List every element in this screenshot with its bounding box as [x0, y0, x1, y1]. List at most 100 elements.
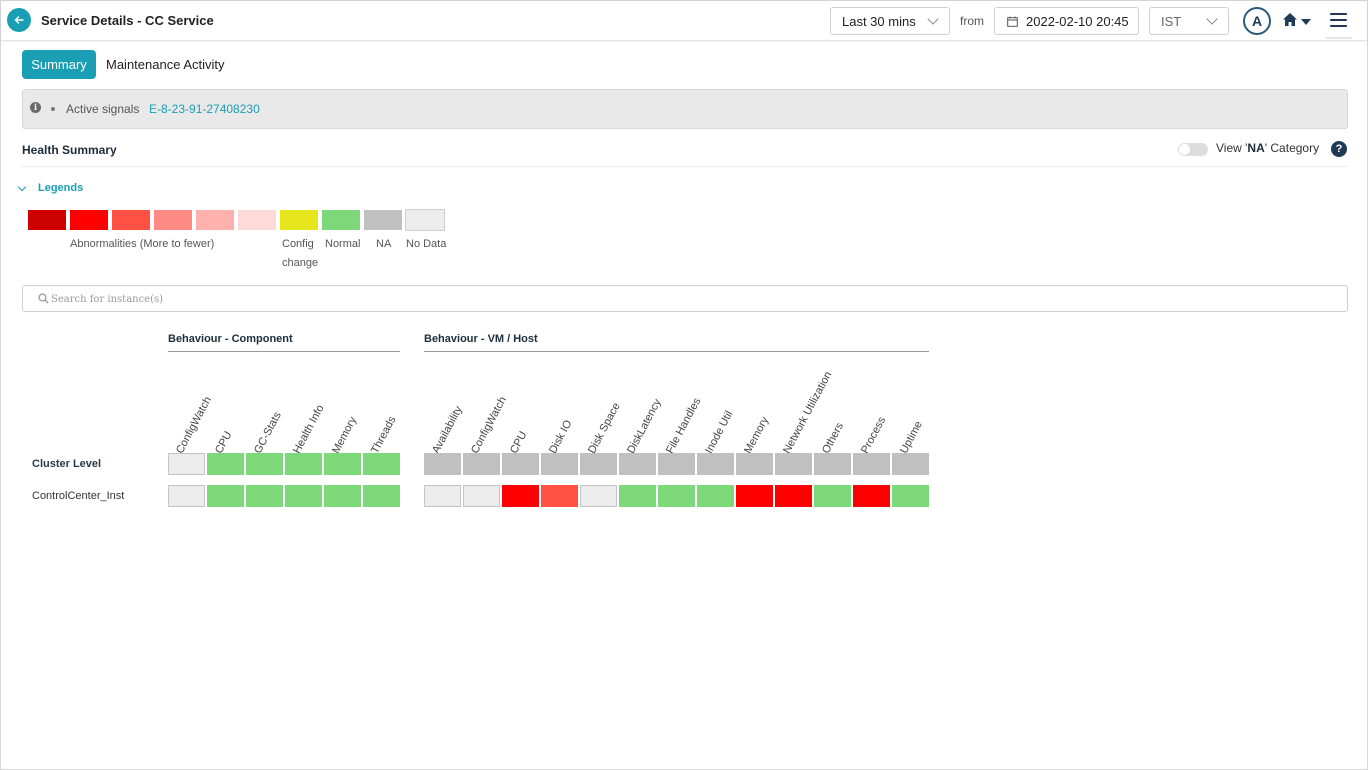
- time-range-select[interactable]: Last 30 mins: [830, 7, 950, 35]
- view-na-label: View 'NA' Category: [1216, 141, 1320, 155]
- health-cell-configwatch[interactable]: [463, 453, 500, 475]
- column-label-disk-space: Disk Space: [586, 400, 623, 456]
- column-label-gc-stats: GC-Stats: [252, 410, 284, 456]
- from-date-picker[interactable]: 2022-02-10 20:45: [994, 7, 1139, 35]
- health-cell-uptime[interactable]: [892, 453, 929, 475]
- health-cell-configwatch[interactable]: [463, 485, 500, 507]
- caret-down-icon[interactable]: [1301, 19, 1311, 25]
- row-label-cluster-level: Cluster Level: [32, 458, 102, 470]
- health-cell-configwatch[interactable]: [168, 453, 205, 475]
- health-cell-process[interactable]: [853, 485, 890, 507]
- health-cell-file-handles[interactable]: [658, 485, 695, 507]
- health-cell-availability[interactable]: [424, 485, 461, 507]
- legend-swatch: [279, 209, 319, 231]
- health-cell-threads[interactable]: [363, 453, 400, 475]
- health-cell-disk-space[interactable]: [580, 485, 617, 507]
- legend-swatch: [111, 209, 151, 231]
- hamburger-menu-icon[interactable]: [1330, 13, 1347, 27]
- column-label-inode-util: Inode Util: [703, 408, 736, 456]
- health-cell-gc-stats[interactable]: [246, 453, 283, 475]
- health-cell-cpu[interactable]: [502, 453, 539, 475]
- group-title-behaviour-component: Behaviour - Component: [168, 333, 293, 345]
- calendar-icon: [1007, 16, 1018, 27]
- legend-swatch: [69, 209, 109, 231]
- group-title-behaviour-vm-host: Behaviour - VM / Host: [424, 333, 538, 345]
- tab-maintenance-activity[interactable]: Maintenance Activity: [106, 57, 225, 72]
- health-cell-memory[interactable]: [736, 453, 773, 475]
- active-signals-label: Active signals: [66, 102, 140, 116]
- health-cell-threads[interactable]: [363, 485, 400, 507]
- column-label-health-info: Health Info: [291, 403, 327, 456]
- help-icon[interactable]: ?: [1331, 141, 1347, 157]
- health-cell-cpu[interactable]: [502, 485, 539, 507]
- timezone-select[interactable]: IST: [1149, 7, 1229, 35]
- health-cell-health-info[interactable]: [285, 485, 322, 507]
- legend-abnormalities-label: Abnormalities (More to fewer): [70, 238, 215, 250]
- health-cell-inode-util[interactable]: [697, 485, 734, 507]
- column-label-cpu: CPU: [213, 429, 235, 456]
- legend-na-label: NA: [376, 238, 392, 250]
- health-cell-disk-io[interactable]: [541, 453, 578, 475]
- arrow-left-icon: [14, 16, 24, 24]
- from-label: from: [960, 14, 984, 28]
- column-label-availability: Availability: [430, 404, 465, 456]
- health-cell-disklatency[interactable]: [619, 453, 656, 475]
- bullet-icon: [51, 107, 55, 111]
- column-label-others: Others: [820, 420, 847, 456]
- health-cell-others[interactable]: [814, 485, 851, 507]
- health-cell-disk-io[interactable]: [541, 485, 578, 507]
- from-date-value: 2022-02-10 20:45: [1026, 14, 1129, 29]
- health-cell-disklatency[interactable]: [619, 485, 656, 507]
- health-cell-memory[interactable]: [324, 453, 361, 475]
- legend-config-change-label: Config change: [282, 238, 319, 269]
- view-na-toggle[interactable]: [1178, 143, 1208, 156]
- column-label-disk-io: Disk IO: [547, 418, 575, 456]
- legends-toggle[interactable]: Legends: [38, 182, 84, 194]
- group-divider: [424, 351, 929, 352]
- user-avatar[interactable]: A: [1243, 7, 1271, 35]
- row-label-instance[interactable]: ControlCenter_Inst: [32, 490, 125, 502]
- timezone-value: IST: [1161, 14, 1182, 29]
- column-label-uptime: Uptime: [898, 419, 925, 456]
- legend-swatch: [321, 209, 361, 231]
- legend-swatch: [237, 209, 277, 231]
- signal-link[interactable]: E-8-23-91-27408230: [149, 102, 260, 116]
- column-label-cpu: CPU: [508, 429, 530, 456]
- health-cell-health-info[interactable]: [285, 453, 322, 475]
- health-cell-file-handles[interactable]: [658, 453, 695, 475]
- health-cell-memory[interactable]: [324, 485, 361, 507]
- health-cell-uptime[interactable]: [892, 485, 929, 507]
- legend-swatch: [153, 209, 193, 231]
- health-cell-others[interactable]: [814, 453, 851, 475]
- health-cell-process[interactable]: [853, 453, 890, 475]
- health-cell-cpu[interactable]: [207, 453, 244, 475]
- active-signals-banner: i Active signals E-8-23-91-27408230: [22, 89, 1348, 129]
- health-cell-memory[interactable]: [736, 485, 773, 507]
- chevron-down-icon: [1206, 13, 1218, 25]
- health-cell-network-utilization[interactable]: [775, 485, 812, 507]
- divider: [22, 166, 1348, 167]
- health-cell-gc-stats[interactable]: [246, 485, 283, 507]
- column-label-memory: Memory: [330, 414, 360, 456]
- legend-swatch: [405, 209, 445, 231]
- column-label-file-handles: File Handles: [664, 396, 704, 456]
- search-input[interactable]: [51, 291, 1331, 307]
- column-label-process: Process: [859, 414, 889, 456]
- health-cell-configwatch[interactable]: [168, 485, 205, 507]
- tab-summary[interactable]: Summary: [22, 50, 96, 79]
- health-cell-cpu[interactable]: [207, 485, 244, 507]
- health-cell-network-utilization[interactable]: [775, 453, 812, 475]
- health-cell-disk-space[interactable]: [580, 453, 617, 475]
- instance-search[interactable]: [22, 285, 1348, 312]
- info-icon: i: [30, 102, 41, 113]
- legend-swatch: [363, 209, 403, 231]
- legend-swatch: [195, 209, 235, 231]
- health-cell-inode-util[interactable]: [697, 453, 734, 475]
- back-button[interactable]: [7, 8, 31, 32]
- menu-underline: [1326, 37, 1352, 39]
- health-cell-availability[interactable]: [424, 453, 461, 475]
- time-range-value: Last 30 mins: [842, 14, 916, 29]
- chevron-down-icon[interactable]: [17, 182, 27, 192]
- home-icon[interactable]: [1282, 12, 1298, 27]
- health-summary-title: Health Summary: [22, 143, 117, 157]
